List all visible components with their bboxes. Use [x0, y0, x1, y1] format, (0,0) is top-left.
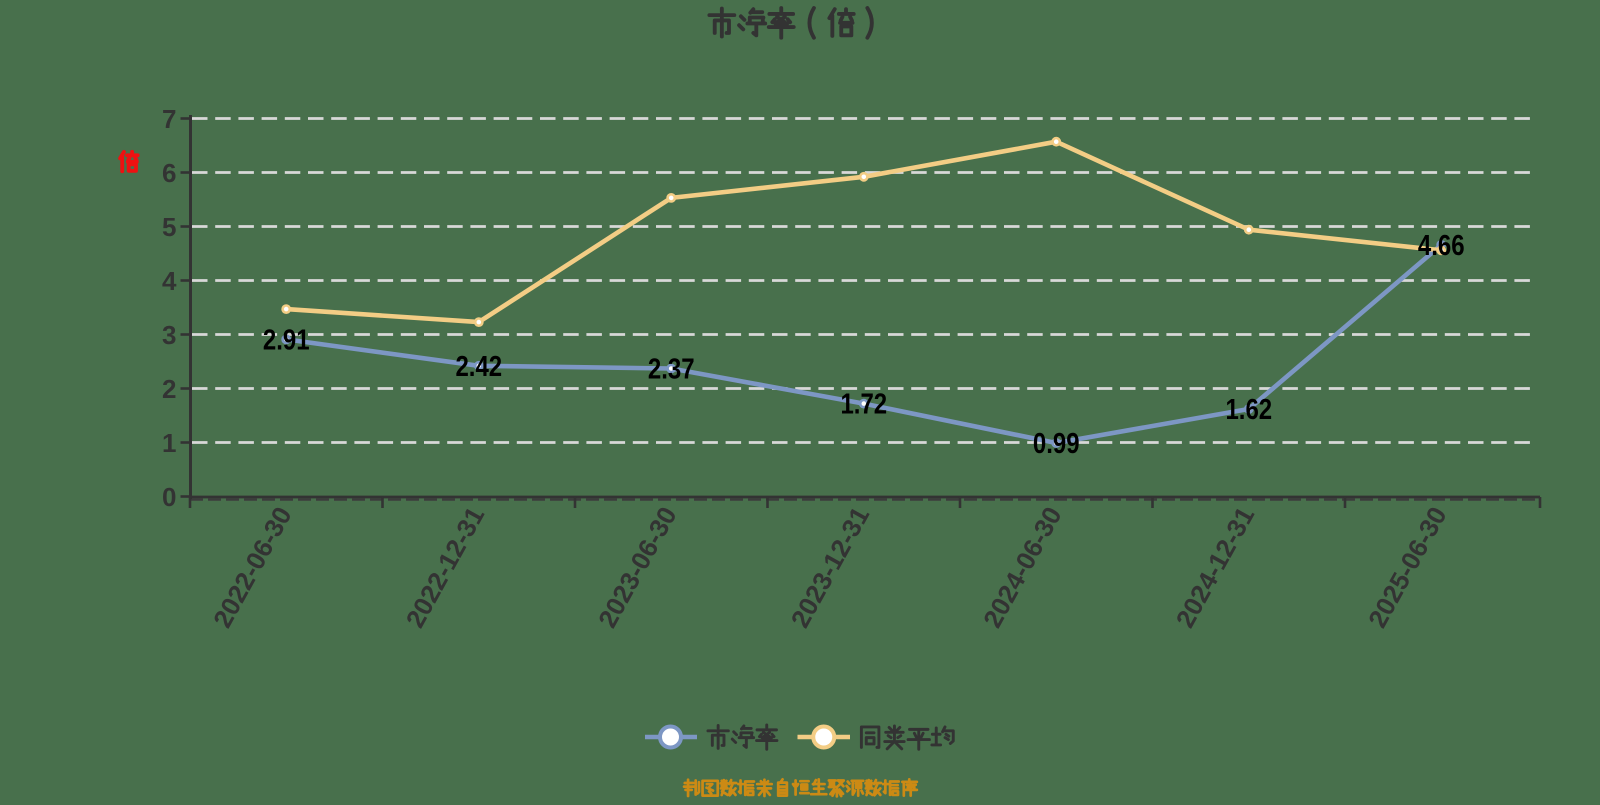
svg-text:7: 7 [162, 104, 176, 134]
svg-text:1.62: 1.62 [1225, 393, 1272, 426]
svg-text:3: 3 [162, 320, 176, 350]
svg-text:2023-06-30: 2023-06-30 [592, 502, 683, 633]
svg-text:0: 0 [162, 482, 176, 512]
svg-text:2.91: 2.91 [263, 323, 310, 356]
svg-text:2024-06-30: 2024-06-30 [977, 502, 1068, 633]
svg-text:1.72: 1.72 [840, 387, 887, 420]
svg-text:2.42: 2.42 [455, 350, 502, 383]
svg-text:2: 2 [162, 374, 176, 404]
svg-text:2.37: 2.37 [648, 352, 695, 385]
svg-text:2023-12-31: 2023-12-31 [785, 502, 876, 633]
svg-text:2022-12-31: 2022-12-31 [400, 502, 491, 633]
svg-text:2022-06-30: 2022-06-30 [207, 502, 298, 633]
svg-text:4: 4 [162, 266, 177, 296]
svg-text:6: 6 [162, 158, 176, 188]
svg-text:0.99: 0.99 [1033, 427, 1080, 460]
svg-text:2024-12-31: 2024-12-31 [1170, 502, 1261, 633]
svg-text:5: 5 [162, 212, 176, 242]
svg-text:1: 1 [162, 428, 176, 458]
svg-text:2025-06-30: 2025-06-30 [1362, 502, 1453, 633]
svg-text:4.66: 4.66 [1418, 229, 1465, 262]
